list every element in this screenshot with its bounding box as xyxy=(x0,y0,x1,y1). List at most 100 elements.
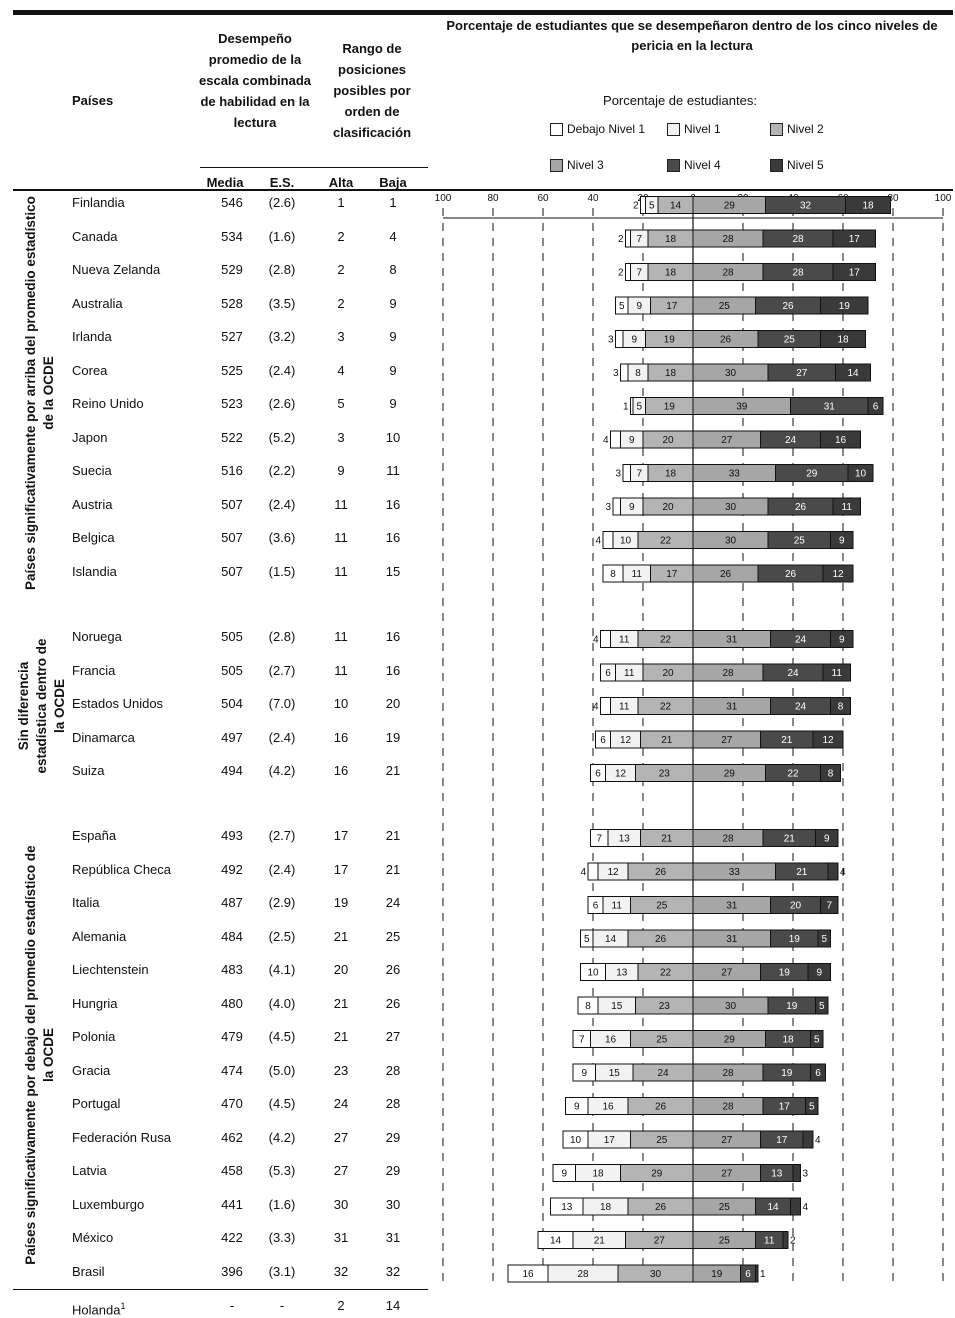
data-label: 29 xyxy=(724,769,736,780)
data-label: 24 xyxy=(785,435,797,446)
table-cell-alta: 11 xyxy=(334,530,348,545)
legend-label: Nivel 2 xyxy=(787,122,824,136)
data-label: 9 xyxy=(629,502,635,513)
table-cell-alta: 2 xyxy=(337,295,345,311)
header-bottom-rule xyxy=(13,189,953,191)
table-cell-es: (2.4) xyxy=(268,861,296,877)
table-cell-es: (5.3) xyxy=(268,1163,296,1178)
table-cell-alta: 19 xyxy=(333,895,349,910)
table-cell-es: (2.8) xyxy=(268,262,296,277)
data-label: 19 xyxy=(664,402,676,413)
data-label: 9 xyxy=(816,968,822,979)
footnote-row-baja: 14 xyxy=(385,1298,401,1313)
table-cell-es: (4.5) xyxy=(268,1029,296,1044)
table-cell-name: Reino Unido xyxy=(72,396,144,411)
table-cell-es: (4.0) xyxy=(268,995,296,1011)
table-cell-baja: 28 xyxy=(385,1096,401,1111)
data-label: 21 xyxy=(661,735,673,746)
data-label: 18 xyxy=(592,1169,604,1180)
data-label: 5 xyxy=(809,1102,815,1113)
data-label: 21 xyxy=(796,867,808,878)
table-cell-baja: 9 xyxy=(389,329,397,344)
table-cell-es: (3.3) xyxy=(268,1230,296,1245)
data-label: 8 xyxy=(828,769,834,780)
data-label: 7 xyxy=(636,268,642,279)
data-label: 14 xyxy=(670,201,682,212)
data-label: 11 xyxy=(612,901,623,912)
table-cell-media: 479 xyxy=(221,1029,243,1044)
table-cell-media: 483 xyxy=(221,962,243,977)
data-label: 24 xyxy=(657,1068,669,1079)
table-cell-media: 507 xyxy=(221,563,243,579)
table-cell-es: (1.6) xyxy=(268,1196,296,1212)
bar-segment xyxy=(830,630,854,648)
table-cell-name: Luxemburgo xyxy=(72,1196,145,1212)
data-label: 10 xyxy=(620,536,632,547)
data-label: 21 xyxy=(661,834,673,845)
data-label: 26 xyxy=(655,934,667,945)
data-label: 11 xyxy=(619,702,630,713)
table-cell-es: (2.4) xyxy=(268,362,296,378)
bar-segment xyxy=(820,330,866,348)
data-label: 25 xyxy=(656,1135,668,1146)
data-label: 30 xyxy=(725,368,737,379)
table-cell-es: (3.5) xyxy=(268,295,296,311)
table-cell-media: 505 xyxy=(221,629,243,644)
table-cell-media: 494 xyxy=(221,763,243,778)
bar-segment xyxy=(832,229,876,248)
data-label: 21 xyxy=(594,1236,606,1247)
table-cell-media: 505 xyxy=(221,662,243,678)
bar-segment xyxy=(847,464,874,482)
data-label: 5 xyxy=(584,934,590,945)
table-cell-media: 507 xyxy=(221,496,243,512)
data-label: 13 xyxy=(619,834,631,845)
data-label: 30 xyxy=(725,1001,737,1012)
data-label: 26 xyxy=(720,569,732,580)
legend-item: Nivel 3 xyxy=(550,158,604,172)
data-label: 7 xyxy=(826,901,832,912)
data-label: 17 xyxy=(779,1102,791,1113)
table-cell-es: (2.7) xyxy=(268,662,296,678)
rango-header: Rango de posiciones posibles por orden d… xyxy=(332,41,412,140)
table-cell-es: (4.1) xyxy=(268,962,296,977)
table-cell-name: Gracia xyxy=(72,1062,111,1078)
data-label: 21 xyxy=(784,834,796,845)
sub-header-rule xyxy=(200,167,428,168)
data-label: 5 xyxy=(814,1035,820,1046)
table-cell-media: 523 xyxy=(221,396,243,411)
table-cell-alta: 5 xyxy=(337,396,345,411)
table-cell-alta: 17 xyxy=(333,861,349,877)
table-cell-alta: 4 xyxy=(337,362,345,378)
data-label: 2 xyxy=(790,1236,796,1247)
data-label: 18 xyxy=(665,469,677,480)
data-label: 28 xyxy=(792,234,804,245)
legend-title: Porcentaje de estudiantes: xyxy=(603,93,757,108)
data-label: 11 xyxy=(632,569,643,580)
data-label: 11 xyxy=(842,502,853,513)
data-label: 21 xyxy=(781,735,793,746)
table-cell-alta: 17 xyxy=(333,828,349,843)
table-cell-alta: 30 xyxy=(333,1196,349,1212)
table-cell-name: Francia xyxy=(72,662,116,678)
table-cell-media: 493 xyxy=(221,828,243,843)
data-label: 15 xyxy=(611,1001,623,1012)
data-label: 5 xyxy=(619,301,625,312)
data-label: 28 xyxy=(722,834,734,845)
data-label: 26 xyxy=(655,1202,667,1213)
bar-segment xyxy=(612,497,621,516)
bar-segment xyxy=(802,1130,814,1149)
table-cell-es: (7.0) xyxy=(268,696,296,711)
data-label: 5 xyxy=(821,934,827,945)
bar-segment xyxy=(807,963,831,981)
bar-segment xyxy=(820,430,861,449)
data-label: 17 xyxy=(849,234,861,245)
bar-segment xyxy=(830,697,851,715)
table-cell-media: 480 xyxy=(221,995,243,1011)
table-cell-alta: 32 xyxy=(333,1263,349,1279)
data-label: 26 xyxy=(720,335,732,346)
table-cell-media: 484 xyxy=(221,928,243,944)
table-cell-media: 516 xyxy=(221,463,243,478)
footnote-row-es: - xyxy=(279,1298,285,1313)
data-label: 18 xyxy=(862,201,874,212)
